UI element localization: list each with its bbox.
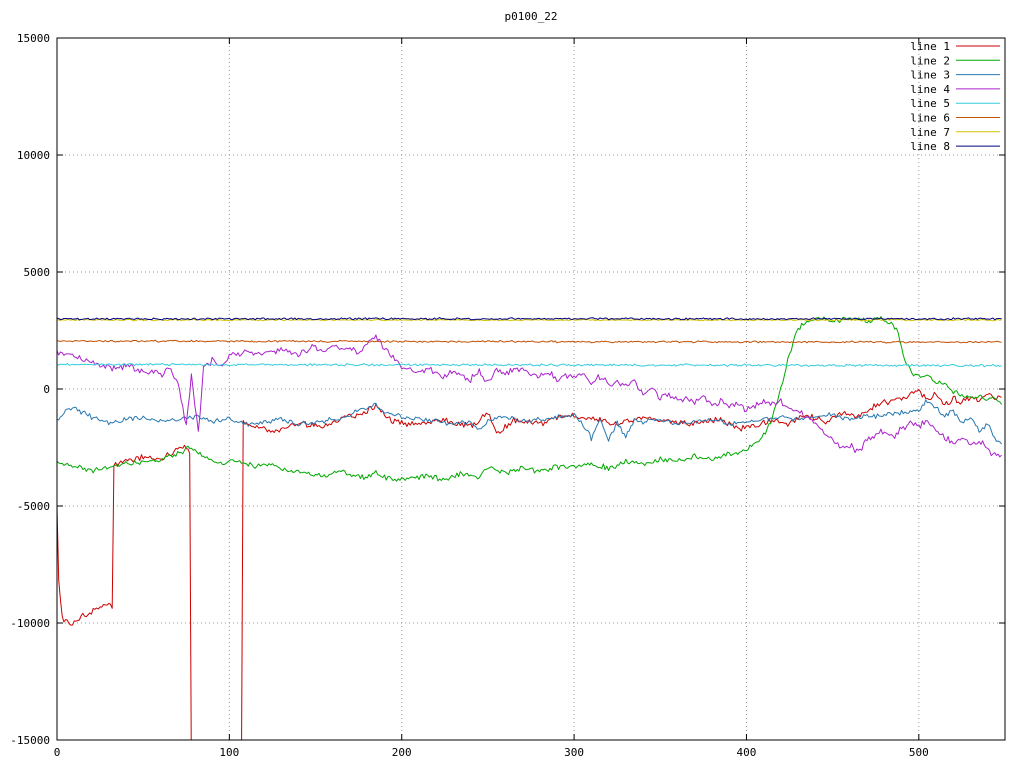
legend-label-line-5: line 5 — [910, 97, 950, 110]
y-tick-label: -10000 — [10, 617, 50, 630]
y-tick-label: 0 — [43, 383, 50, 396]
x-tick-label: 300 — [564, 746, 584, 759]
series-line-7 — [57, 318, 1002, 322]
x-tick-label: 0 — [54, 746, 61, 759]
x-tick-label: 200 — [392, 746, 412, 759]
series-line-3 — [57, 399, 1002, 445]
plot-border — [56, 37, 1006, 741]
series-line-1 — [57, 388, 1002, 740]
series-line-8 — [57, 317, 1002, 321]
legend-label-line-2: line 2 — [910, 54, 950, 67]
x-tick-label: 500 — [909, 746, 929, 759]
series-line-6 — [57, 339, 1002, 344]
legend-label-line-8: line 8 — [910, 140, 950, 153]
series-line-4 — [57, 334, 1002, 458]
series-line-5 — [57, 362, 1002, 368]
y-tick-label: 5000 — [24, 266, 51, 279]
legend-label-line-7: line 7 — [910, 126, 950, 139]
y-tick-label: -15000 — [10, 734, 50, 747]
series-line-2 — [57, 316, 1003, 482]
y-tick-label: 10000 — [17, 149, 50, 162]
legend-label-line-3: line 3 — [910, 69, 950, 82]
x-tick-label: 400 — [737, 746, 757, 759]
y-tick-label: 15000 — [17, 32, 50, 45]
legend-label-line-6: line 6 — [910, 112, 950, 125]
y-tick-label: -5000 — [17, 500, 50, 513]
legend-label-line-1: line 1 — [910, 40, 950, 53]
x-tick-label: 100 — [219, 746, 239, 759]
chart-title: p0100_22 — [504, 10, 558, 23]
legend-label-line-4: line 4 — [910, 83, 950, 96]
